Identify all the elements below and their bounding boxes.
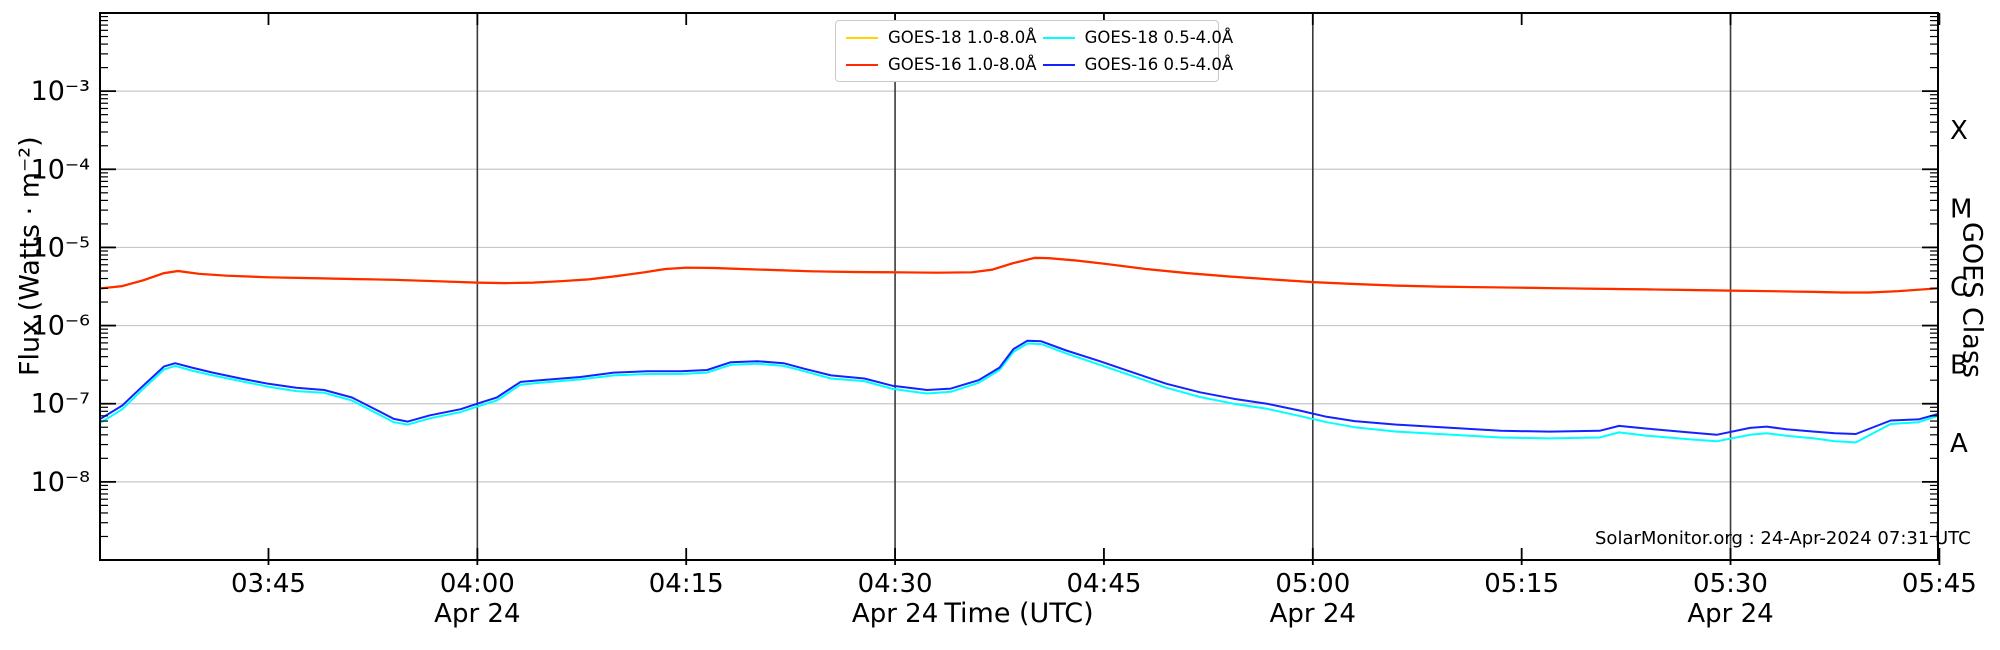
x-day-label: Apr 24 — [1270, 599, 1356, 629]
x-tick-label: 04:15 — [649, 569, 724, 599]
legend-label: GOES-16 1.0-8.0Å — [888, 55, 1037, 74]
legend-swatch-goes16-short-icon — [1042, 63, 1075, 66]
x-tick-label: 05:00 — [1275, 569, 1350, 599]
solarmonitor-timestamp: SolarMonitor.org : 24-Apr-2024 07:31 UTC — [1595, 528, 1971, 549]
legend-swatch-goes18-long-icon — [846, 36, 878, 39]
x-tick-label: 04:00 — [440, 569, 515, 599]
goes-class-letter: C — [1950, 273, 1968, 303]
x-tick-label: 04:45 — [1066, 569, 1141, 599]
y-tick-label: 10⁻⁸ — [31, 467, 90, 498]
y-tick-label: 10⁻⁶ — [31, 311, 90, 342]
x-tick-label: 04:30 — [858, 569, 933, 599]
legend-item-goes18-short: GOES-18 0.5-4.0Å — [1042, 28, 1234, 47]
goes-class-letter: A — [1950, 429, 1968, 459]
x-day-label: Apr 24 — [852, 599, 938, 629]
x-tick-label: 03:45 — [231, 569, 306, 599]
legend-label: GOES-18 0.5-4.0Å — [1084, 28, 1234, 47]
y-tick-label: 10⁻⁷ — [31, 389, 90, 420]
x-axis-label: Time (UTC) — [944, 598, 1094, 629]
y-tick-label: 10⁻³ — [31, 76, 90, 107]
legend-label: GOES-18 1.0-8.0Å — [888, 28, 1037, 47]
series-goes-16-0-5-4-0- — [100, 339, 1939, 436]
goes-class-letter: X — [1950, 116, 1968, 146]
legend-item-goes18-long: GOES-18 1.0-8.0Å — [846, 28, 1037, 47]
legend-item-goes16-short: GOES-16 0.5-4.0Å — [1042, 55, 1234, 74]
right-axis-label: GOES Class — [1956, 222, 1988, 378]
legend-swatch-goes16-long-icon — [846, 63, 878, 66]
x-day-label: Apr 24 — [1687, 599, 1773, 629]
y-tick-label: 10⁻⁴ — [31, 154, 90, 185]
x-tick-label: 05:45 — [1902, 569, 1977, 599]
legend-item-goes16-long: GOES-16 1.0-8.0Å — [846, 55, 1037, 74]
legend-label: GOES-16 0.5-4.0Å — [1084, 55, 1234, 74]
x-day-label: Apr 24 — [434, 599, 520, 629]
goes-class-letter: B — [1950, 351, 1968, 381]
legend-swatch-goes18-short-icon — [1042, 36, 1075, 39]
plot-frame — [99, 12, 1939, 561]
series-goes-18-0-5-4-0- — [100, 342, 1939, 444]
legend-box: GOES-18 1.0-8.0Å GOES-16 1.0-8.0Å GOES-1… — [835, 20, 1233, 82]
y-axis-label: Flux (Watts · m⁻²) — [14, 136, 46, 376]
goes-class-letter: M — [1950, 194, 1972, 224]
x-tick-label: 05:30 — [1693, 569, 1768, 599]
series-goes-18-1-0-8-0- — [100, 256, 1940, 294]
y-tick-label: 10⁻⁵ — [31, 232, 90, 263]
series-goes-16-1-0-8-0- — [100, 256, 1940, 294]
x-tick-label: 05:15 — [1484, 569, 1559, 599]
